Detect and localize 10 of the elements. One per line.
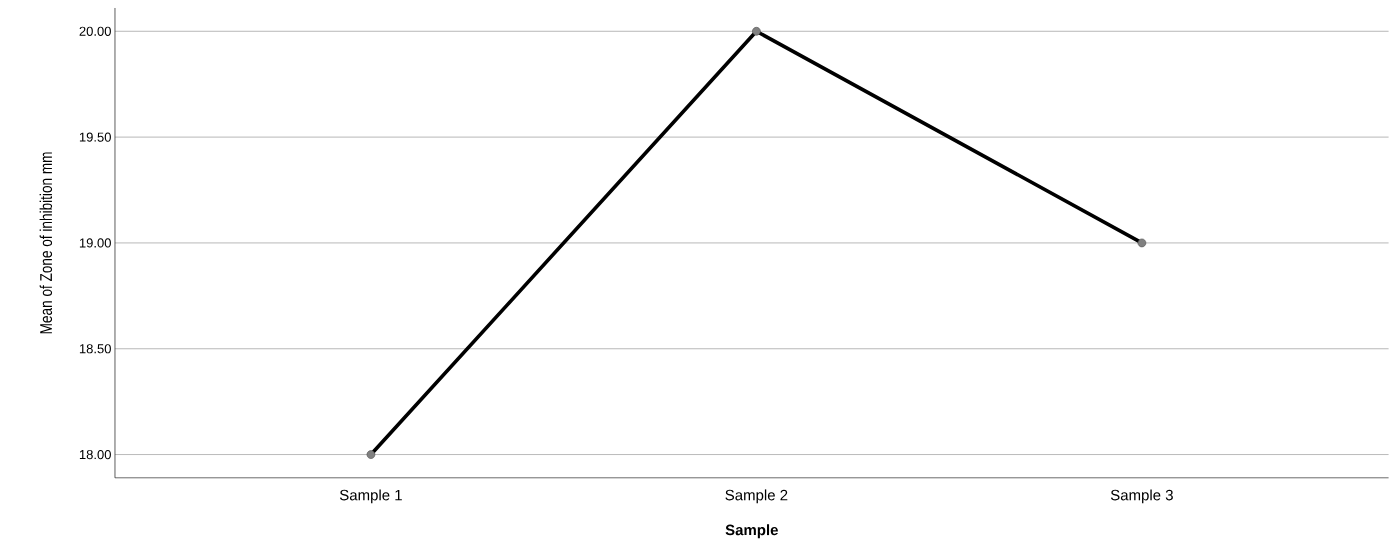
y-tick-label: 19.00 bbox=[79, 238, 111, 248]
x-tick-label: Sample 2 bbox=[725, 489, 788, 504]
y-tick-label: 18.00 bbox=[79, 450, 111, 460]
x-tick-label: Sample 1 bbox=[339, 489, 402, 504]
y-tick-label: 20.00 bbox=[79, 26, 111, 36]
x-tick-label: Sample 3 bbox=[1110, 489, 1173, 504]
y-tick-label: 18.50 bbox=[79, 344, 111, 354]
y-axis-title: Mean of Zone of inhibition mm bbox=[39, 152, 53, 334]
x-axis-title: Sample bbox=[725, 524, 778, 539]
y-tick-label: 19.50 bbox=[79, 132, 111, 142]
